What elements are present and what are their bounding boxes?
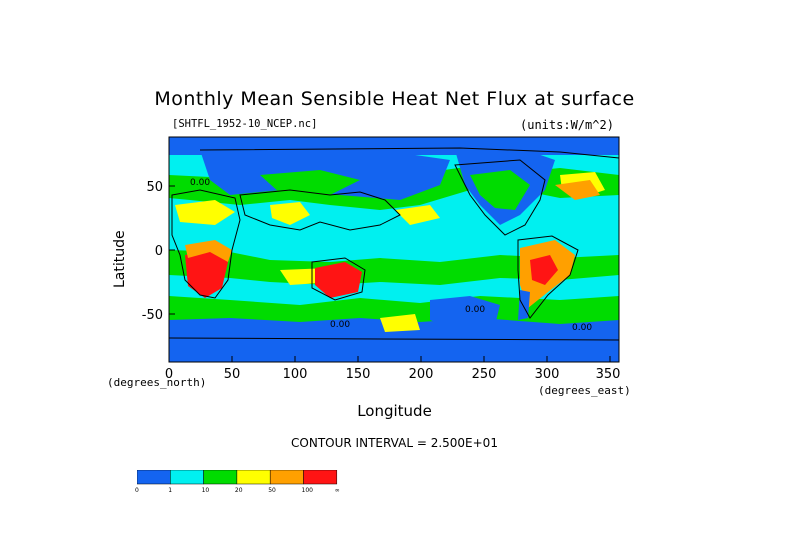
legend-tick-label: ∞ (334, 487, 340, 494)
units-label: (units:W/m^2) (520, 118, 614, 132)
field-orange-europe (555, 180, 600, 200)
contour-interval: CONTOUR INTERVAL = 2.500E+01 (291, 436, 498, 450)
color-legend: 0 1 10 20 50 100 ∞ (135, 469, 347, 494)
map-field (169, 137, 619, 362)
field-yellow-pacific (395, 205, 440, 225)
field-yellow-south (380, 314, 420, 332)
x-unit-note: (degrees_east) (538, 384, 631, 397)
x-tick-label: 150 (346, 367, 371, 382)
field-orange-africa (185, 240, 232, 262)
coastlines (169, 147, 619, 341)
field-asia-green (260, 170, 360, 195)
y-axis-label: Latitude (112, 230, 128, 288)
contour-label: 0.00 (330, 320, 350, 330)
y-unit-note: (degrees_north) (107, 376, 207, 389)
x-tick-label: 200 (409, 367, 434, 382)
legend-tick-label: 0 (135, 487, 139, 494)
x-tick-label: 0 (165, 367, 173, 382)
legend-swatch (303, 469, 338, 485)
legend-bar (136, 469, 338, 485)
field-blue-pacific (430, 296, 500, 332)
legend-swatch (136, 469, 171, 485)
map-title: Monthly Mean Sensible Heat Net Flux at s… (154, 88, 635, 110)
tick-marks (169, 185, 611, 362)
field-green-equator (169, 250, 619, 285)
legend-tick-label: 50 (268, 487, 276, 494)
legend-swatch (236, 469, 271, 485)
field-green-south (169, 296, 619, 324)
contour-label: 0.00 (572, 323, 592, 333)
field-yellow-arabia (270, 202, 310, 225)
x-axis-label: Longitude (357, 402, 432, 420)
field-red-samerica (530, 255, 558, 285)
file-label: [SHTFL_1952-10_NCEP.nc] (172, 118, 318, 130)
legend-swatch (170, 469, 204, 485)
legend-tick-label: 1 (168, 487, 173, 494)
legend-swatch (269, 469, 304, 485)
field-antarctica (169, 340, 619, 362)
field-red-australia (315, 262, 362, 298)
legend-tick-label: 10 (201, 487, 210, 494)
field-red-africa (185, 250, 228, 298)
x-tick-label: 100 (283, 367, 308, 382)
legend-tick-label: 20 (234, 487, 243, 494)
field-na-green (470, 170, 530, 210)
x-tick-label: 300 (535, 367, 560, 382)
x-tick-label: 50 (224, 367, 241, 382)
contour-label: 0.00 (190, 178, 210, 188)
x-tick-label: 250 (472, 367, 497, 382)
y-tick-label: 50 (146, 180, 163, 195)
field-yellow-sahara (175, 200, 235, 225)
x-tick-label: 350 (596, 367, 621, 382)
legend-tick-label: 100 (301, 487, 313, 494)
legend-swatch (203, 469, 238, 485)
contour-label: 0.00 (465, 305, 485, 315)
y-tick-label: 0 (155, 244, 163, 259)
y-tick-label: -50 (142, 308, 163, 323)
